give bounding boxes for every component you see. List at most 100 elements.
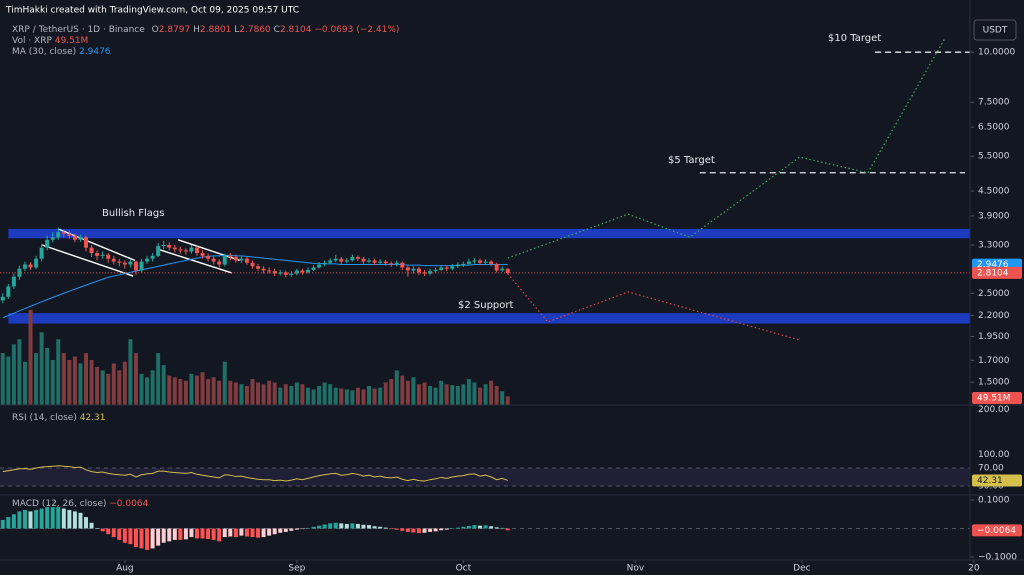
macd-bar xyxy=(256,528,261,538)
macd-bar xyxy=(128,528,133,545)
macd-bar xyxy=(411,528,416,533)
volume-bar xyxy=(156,353,161,405)
macd-bar xyxy=(100,528,105,532)
symbol: XRP / TetherUS · 1D · Binance xyxy=(12,25,145,35)
macd-bar xyxy=(106,528,111,535)
candle-body xyxy=(405,267,410,271)
macd-bar xyxy=(39,508,44,529)
macd-bar xyxy=(145,528,150,550)
candle-body xyxy=(333,258,338,261)
macd-bar xyxy=(261,528,266,538)
candle-body xyxy=(133,261,138,271)
candle-body xyxy=(228,255,233,257)
macd-bar xyxy=(317,525,322,529)
x-tick-label: Nov xyxy=(627,564,645,574)
currency[interactable]: USDT xyxy=(983,26,1008,36)
volume-bar xyxy=(150,370,155,405)
macd-bar xyxy=(89,522,94,529)
volume-bar xyxy=(283,384,288,405)
volume-bar xyxy=(350,390,355,405)
volume-bar xyxy=(56,339,61,405)
volume-bar xyxy=(239,384,244,405)
macd-bar xyxy=(367,525,372,529)
volume-bar xyxy=(372,388,377,405)
macd-bar xyxy=(267,528,272,536)
ohlc-letter: O xyxy=(152,25,159,35)
candle-body xyxy=(89,247,94,254)
macd-bar xyxy=(455,527,460,529)
macd-bar xyxy=(289,528,294,531)
volume-bar xyxy=(34,353,39,405)
candle-body xyxy=(450,266,455,269)
candle-body xyxy=(84,237,89,248)
macd-bar xyxy=(350,523,355,529)
macd-bar xyxy=(505,528,510,531)
macd-bar xyxy=(206,528,211,540)
macd-bar xyxy=(244,528,249,537)
volume-bar xyxy=(0,353,5,405)
y-tick-label: 10.0000 xyxy=(978,48,1015,58)
volume-bar xyxy=(72,356,77,405)
candle-body xyxy=(17,268,22,277)
level-label: $5 Target xyxy=(668,155,715,166)
currency-button[interactable] xyxy=(973,19,1017,41)
candle-body xyxy=(439,267,444,270)
candle-body xyxy=(300,270,305,273)
macd-bar xyxy=(428,528,433,532)
legend-line: RSI (14, close) 42.31 xyxy=(12,413,106,423)
ohlc-letter: L xyxy=(234,25,239,35)
rsi-badge xyxy=(972,474,1022,487)
macd-bar xyxy=(500,527,505,529)
macd-bar xyxy=(150,528,155,549)
candle-body xyxy=(34,258,39,268)
candle-body xyxy=(128,261,133,265)
macd-bar xyxy=(139,528,144,549)
macd-bar xyxy=(305,527,310,529)
ma-badge-label: 2.9476 xyxy=(977,260,1009,270)
legend-line: MACD (12, 26, close) −0.0064 xyxy=(12,499,149,509)
volume-bar xyxy=(89,360,94,405)
volume-bar xyxy=(233,382,238,405)
macd-bar xyxy=(489,526,494,529)
volume-bar xyxy=(133,353,138,405)
volume-bar xyxy=(311,389,316,405)
volume-bar xyxy=(505,396,510,405)
volume-bar xyxy=(444,384,449,405)
candle-body xyxy=(361,258,366,262)
macd-badge xyxy=(972,524,1022,537)
macd-bar xyxy=(372,526,377,529)
candle-body xyxy=(272,271,277,274)
macd-bar xyxy=(161,528,166,543)
volume-bar xyxy=(383,382,388,405)
macd-bar xyxy=(217,528,222,542)
macd-bar xyxy=(478,525,483,529)
candle-body xyxy=(311,267,316,270)
candle-body xyxy=(6,286,11,297)
macd-bar xyxy=(466,525,471,529)
volume-bar xyxy=(317,385,322,405)
candle-body xyxy=(189,247,194,252)
macd-badge-label: −0.0064 xyxy=(977,526,1016,536)
volume-bar xyxy=(455,385,460,405)
volume-bar xyxy=(211,377,216,405)
macd-bar xyxy=(294,528,299,530)
macd-bar xyxy=(122,528,127,543)
legend-line: MA (30, close) 2.9476 xyxy=(12,47,111,57)
volume-bar xyxy=(45,347,50,405)
candle-body xyxy=(100,254,105,256)
volume-bar xyxy=(50,360,55,405)
macd-bar xyxy=(233,528,238,538)
macd-bar xyxy=(400,528,405,531)
candle-body xyxy=(372,260,377,263)
candle-body xyxy=(267,270,272,272)
candle-body xyxy=(394,262,399,265)
macd-bar xyxy=(200,528,205,539)
macd-bar xyxy=(405,528,410,532)
candle-body xyxy=(244,258,249,263)
y-tick-label: 4.5000 xyxy=(978,187,1010,197)
candle-body xyxy=(494,263,499,271)
candle-body xyxy=(383,261,388,264)
macd-bar xyxy=(50,507,55,529)
candle-body xyxy=(317,264,322,268)
candle-body xyxy=(378,261,383,263)
